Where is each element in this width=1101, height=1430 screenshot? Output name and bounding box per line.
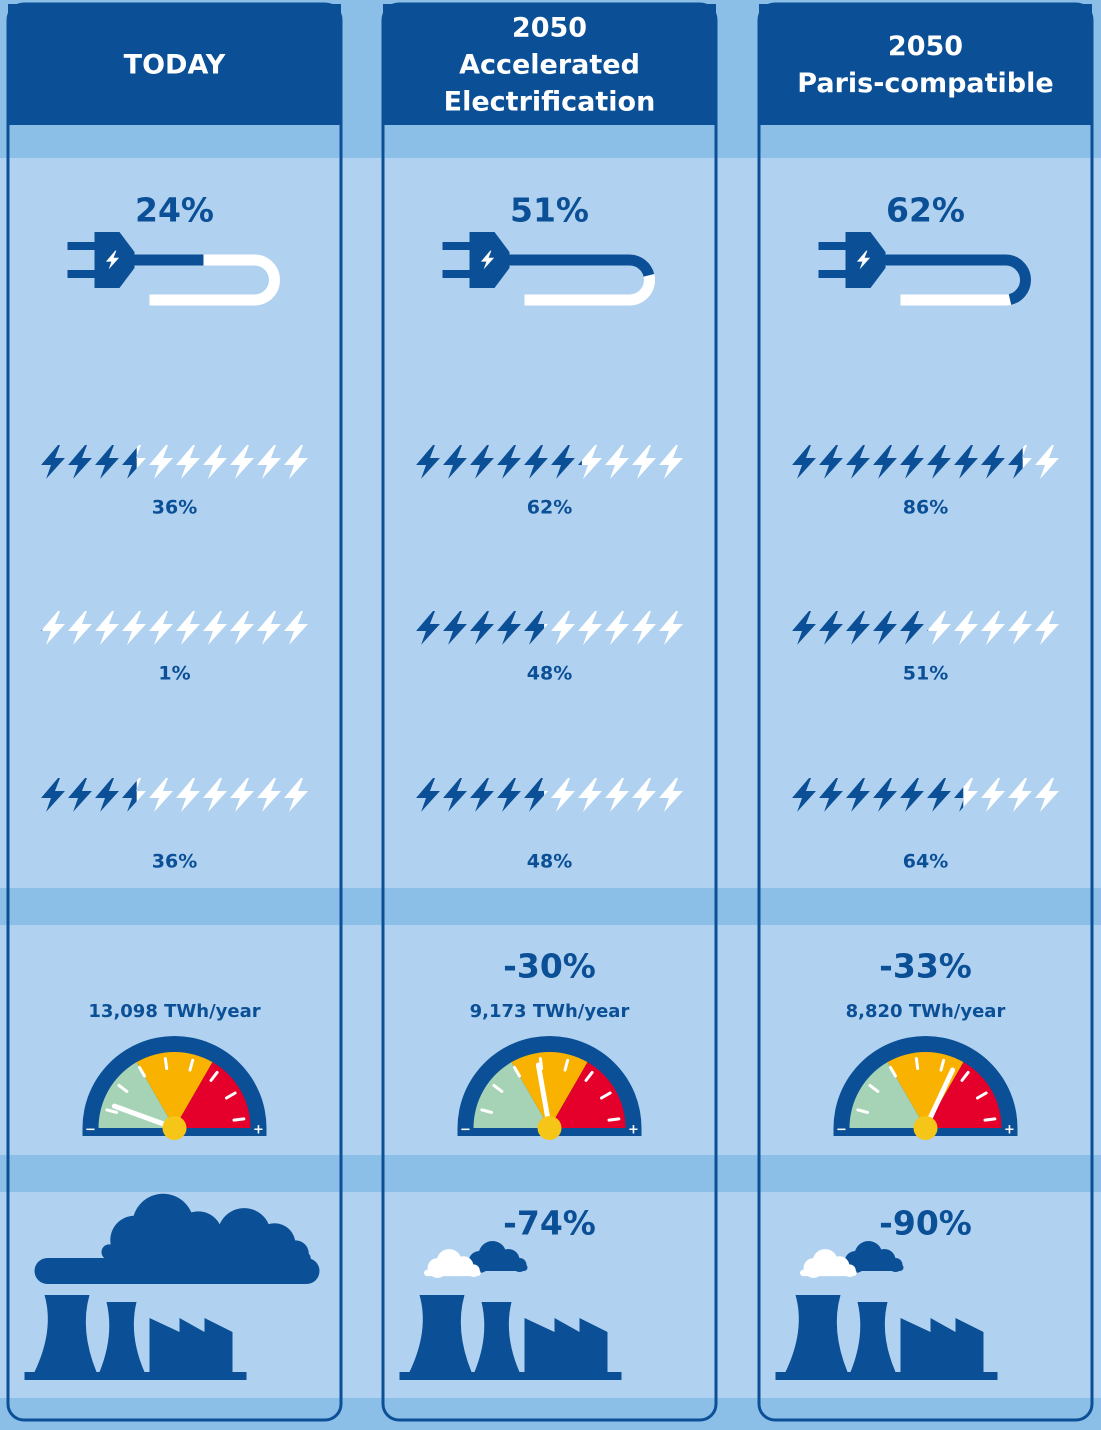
gauge-tick <box>916 1059 917 1069</box>
bolt-label: 62% <box>527 497 572 519</box>
plug-prong <box>68 270 98 278</box>
column-title: Accelerated <box>459 50 640 81</box>
plug-prong <box>819 242 849 250</box>
ground <box>400 1372 622 1380</box>
gauge-hub <box>914 1116 938 1140</box>
gauge-min: − <box>836 1123 847 1138</box>
column-title: Paris-compatible <box>797 68 1053 99</box>
bolt-label: 48% <box>527 663 572 685</box>
plug-prong <box>68 242 98 250</box>
bolt-label: 36% <box>152 497 197 519</box>
cloud <box>424 1270 481 1276</box>
factory <box>901 1318 984 1372</box>
bolt-label: 86% <box>903 497 948 519</box>
gauge-tick <box>234 1119 244 1120</box>
gauge-min: − <box>85 1123 96 1138</box>
cloud <box>800 1270 857 1276</box>
gauge-tick <box>609 1119 619 1120</box>
emissions-change: -74% <box>503 1204 596 1243</box>
gauge-max: + <box>1004 1123 1015 1138</box>
energy-change: -30% <box>503 947 596 986</box>
bolt-label: 51% <box>903 663 948 685</box>
infographic: TODAY 24% 36% 1% 36% 13,098 TWh/year − +2050 Acc… <box>0 0 1101 1426</box>
bolt-label: 48% <box>527 851 572 873</box>
column-title: TODAY <box>124 50 226 81</box>
ground <box>25 1372 247 1380</box>
cloud <box>35 1258 320 1284</box>
gauge-hub <box>538 1116 562 1140</box>
bolt-label: 36% <box>152 851 197 873</box>
gauge-tick <box>985 1119 995 1120</box>
emissions-change: -90% <box>879 1204 972 1243</box>
factory <box>525 1318 608 1372</box>
energy-change: -33% <box>879 947 972 986</box>
band <box>0 158 1101 888</box>
electrification-label: 51% <box>510 191 589 230</box>
gauge-max: + <box>253 1123 264 1138</box>
column-title: 2050 <box>888 31 963 62</box>
gauge-max: + <box>628 1123 639 1138</box>
gauge-tick <box>165 1059 166 1069</box>
plug-prong <box>443 242 473 250</box>
electrification-label: 62% <box>886 191 965 230</box>
ground <box>776 1372 998 1380</box>
column-title: Electrification <box>444 87 656 118</box>
page: TODAY 24% 36% 1% 36% 13,098 TWh/year − +2050 Acc… <box>0 0 1101 1426</box>
gauge-min: − <box>460 1123 471 1138</box>
bolt-label: 1% <box>158 663 190 685</box>
gauge-hub <box>163 1116 187 1140</box>
column-header <box>759 4 1092 125</box>
energy-twh: 13,098 TWh/year <box>88 1001 260 1022</box>
plug-prong <box>443 270 473 278</box>
electrification-label: 24% <box>135 191 214 230</box>
column-title: 2050 <box>512 13 587 44</box>
factory <box>150 1318 233 1372</box>
energy-twh: 9,173 TWh/year <box>470 1001 630 1022</box>
bolt-label: 64% <box>903 851 948 873</box>
plug-prong <box>819 270 849 278</box>
energy-twh: 8,820 TWh/year <box>846 1001 1006 1022</box>
